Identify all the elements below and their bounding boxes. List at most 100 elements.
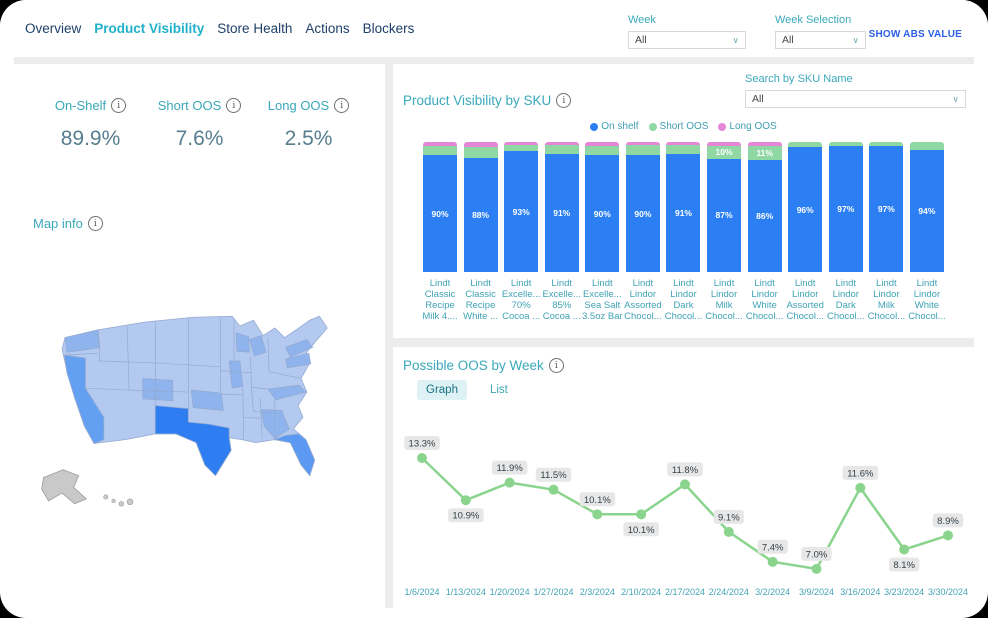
oos-data-point[interactable]	[636, 509, 647, 520]
oos-data-point[interactable]	[460, 495, 471, 506]
oos-data-point[interactable]	[504, 477, 515, 488]
sku-bar[interactable]: 93%	[504, 142, 539, 272]
bar-segment-short-oos[interactable]	[423, 145, 457, 155]
tab-graph[interactable]: Graph	[417, 380, 467, 400]
possible-oos-by-week-card: Possible OOS by Week i Graph List 13.3% 10…	[393, 347, 974, 608]
oos-data-point[interactable]	[592, 509, 603, 520]
sku-bar[interactable]: 88%	[463, 142, 498, 272]
bar-segment-long-oos[interactable]	[504, 142, 539, 145]
sku-bar[interactable]: 90%	[423, 142, 457, 272]
bar-value-label: 90%	[634, 208, 652, 219]
us-choropleth-map[interactable]	[30, 296, 370, 526]
bar-segment-short-oos[interactable]	[625, 144, 660, 155]
bar-segment-on-shelf[interactable]: 94%	[909, 149, 944, 272]
info-icon[interactable]: i	[226, 98, 242, 113]
medium-shade-states[interactable]	[64, 329, 314, 440]
bar-segment-on-shelf[interactable]: 97%	[869, 145, 904, 272]
bar-value-label: 10%	[715, 147, 733, 158]
bar-segment-short-oos[interactable]	[463, 147, 498, 158]
info-icon[interactable]: i	[111, 98, 127, 113]
bar-segment-on-shelf[interactable]: 93%	[504, 151, 539, 272]
bar-segment-long-oos[interactable]	[747, 142, 782, 146]
bar-segment-on-shelf[interactable]: 87%	[707, 158, 742, 272]
bar-segment-short-oos[interactable]	[909, 142, 944, 150]
sku-bar[interactable]: 97%	[869, 142, 904, 272]
nav-tab-product-visibility[interactable]: Product Visibility	[94, 21, 205, 36]
sku-bar[interactable]: 91%	[666, 142, 701, 272]
bar-segment-on-shelf[interactable]: 86%	[747, 160, 782, 272]
bar-segment-long-oos[interactable]	[423, 142, 457, 146]
bar-segment-on-shelf[interactable]: 88%	[463, 157, 498, 272]
legend-item-long-oos[interactable]: Long OOS	[718, 121, 777, 132]
bar-segment-short-oos[interactable]	[869, 142, 904, 146]
bar-segment-short-oos[interactable]	[504, 144, 539, 152]
top-bar: Overview Product Visibility Store Health…	[0, 0, 988, 57]
oos-data-point[interactable]	[680, 479, 690, 490]
bar-segment-on-shelf[interactable]: 91%	[666, 153, 701, 272]
sku-bar[interactable]: 11% 86%	[747, 142, 782, 272]
oos-data-point[interactable]	[855, 482, 866, 493]
divider	[385, 64, 393, 608]
week-dropdown[interactable]: All ∨	[628, 31, 746, 49]
nav-tab-overview[interactable]: Overview	[25, 21, 82, 36]
oos-data-point[interactable]	[548, 484, 559, 495]
bar-segment-on-shelf[interactable]: 90%	[423, 155, 457, 272]
bar-segment-on-shelf[interactable]: 90%	[625, 155, 660, 272]
bar-segment-long-oos[interactable]	[707, 142, 742, 146]
bar-segment-long-oos[interactable]	[544, 142, 579, 145]
oos-view-tabs: Graph List	[417, 380, 517, 400]
divider	[393, 338, 974, 347]
bar-segment-long-oos[interactable]	[625, 142, 660, 145]
bar-segment-long-oos[interactable]	[463, 142, 498, 148]
bar-segment-long-oos[interactable]	[585, 142, 620, 146]
bar-segment-short-oos[interactable]	[585, 145, 620, 155]
legend-item-on-shelf[interactable]: On shelf	[590, 121, 639, 132]
state-florida[interactable]	[274, 433, 316, 476]
data-label-pill	[404, 436, 440, 450]
sku-search-dropdown[interactable]: All ∨	[745, 90, 966, 108]
bar-segment-on-shelf[interactable]: 96%	[788, 147, 823, 272]
info-icon[interactable]: i	[548, 358, 564, 373]
sku-bar[interactable]: 90%	[625, 142, 660, 272]
sku-bar[interactable]: 10% 87%	[707, 142, 742, 272]
show-abs-value-button[interactable]: SHOW ABS VALUE	[868, 29, 962, 40]
bar-segment-on-shelf[interactable]: 97%	[828, 145, 863, 272]
state-texas[interactable]	[154, 405, 232, 476]
bar-segment-on-shelf[interactable]: 91%	[544, 153, 579, 272]
bar-segment-short-oos[interactable]: 10%	[707, 145, 742, 159]
oos-data-point[interactable]	[417, 453, 427, 463]
sku-bar[interactable]: 90%	[585, 142, 620, 272]
legend-item-short-oos[interactable]: Short OOS	[648, 121, 708, 132]
nav-tab-store-health[interactable]: Store Health	[217, 21, 293, 36]
bar-segment-short-oos[interactable]	[788, 142, 823, 148]
bar-segment-short-oos[interactable]	[544, 144, 579, 154]
info-icon[interactable]: i	[87, 216, 103, 231]
oos-data-point[interactable]	[899, 544, 910, 555]
state-california[interactable]	[64, 354, 105, 444]
sku-bar[interactable]: 94%	[909, 142, 944, 272]
bar-segment-short-oos[interactable]: 11%	[747, 145, 782, 161]
bar-segment-on-shelf[interactable]: 90%	[585, 155, 620, 272]
oos-data-point[interactable]	[943, 530, 953, 541]
state-hawaii[interactable]	[103, 494, 134, 507]
oos-data-point[interactable]	[723, 526, 734, 537]
data-label-text: 13.3%	[409, 439, 436, 450]
bar-segment-short-oos[interactable]	[666, 144, 701, 154]
sku-bar[interactable]: 96%	[788, 142, 823, 272]
oos-data-point[interactable]	[767, 556, 778, 567]
sku-category-label: Lindt Lindor Assorted Chocol...	[624, 278, 662, 322]
nav-tab-actions[interactable]: Actions	[305, 21, 350, 36]
nav-tab-blockers[interactable]: Blockers	[362, 21, 415, 36]
sku-bar[interactable]: 91%	[544, 142, 579, 272]
state-alaska[interactable]	[41, 469, 87, 505]
bar-segment-short-oos[interactable]	[828, 142, 863, 146]
tab-list[interactable]: List	[489, 384, 508, 396]
bar-segment-long-oos[interactable]	[666, 142, 701, 145]
oos-data-point[interactable]	[811, 563, 822, 574]
week-selection-dropdown[interactable]: All ∨	[775, 31, 866, 49]
info-icon[interactable]: i	[334, 98, 350, 113]
oos-line-chart[interactable]: 13.3% 10.9% 11.9% 11.5% 10.1% 10.1% 11.8% 9.1% 7…	[393, 347, 974, 607]
sku-bar[interactable]: 97%	[828, 142, 863, 272]
info-icon[interactable]: i	[556, 93, 572, 108]
